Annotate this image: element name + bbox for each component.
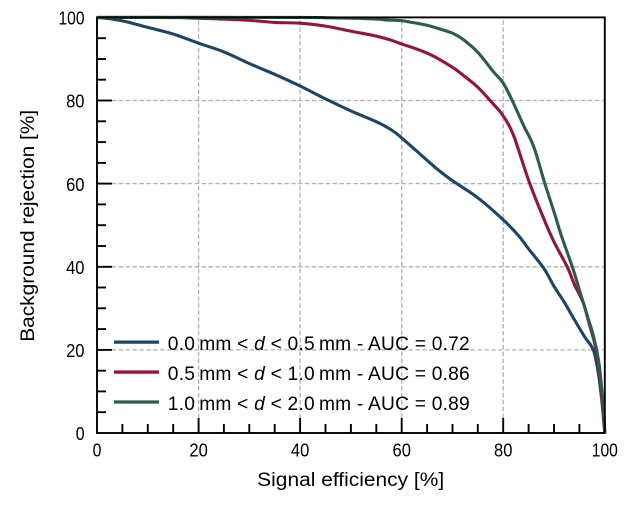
svg-text:40: 40 [66, 257, 84, 278]
svg-text:0.0 mm < d < 0.5 mm - AUC = 0.: 0.0 mm < d < 0.5 mm - AUC = 0.72 [168, 334, 470, 355]
svg-text:40: 40 [291, 440, 309, 461]
svg-text:Background rejection [%]: Background rejection [%] [18, 110, 39, 342]
svg-text:80: 80 [66, 91, 84, 112]
svg-text:100: 100 [59, 8, 85, 29]
svg-text:1.0 mm < d < 2.0 mm - AUC = 0.: 1.0 mm < d < 2.0 mm - AUC = 0.89 [168, 394, 470, 415]
svg-text:20: 20 [189, 440, 207, 461]
svg-text:20: 20 [66, 340, 84, 361]
svg-text:60: 60 [66, 174, 84, 195]
svg-text:100: 100 [592, 440, 618, 461]
svg-text:0: 0 [76, 423, 85, 444]
svg-text:Signal efficiency [%]: Signal efficiency [%] [257, 470, 444, 491]
svg-text:80: 80 [494, 440, 512, 461]
svg-text:0: 0 [93, 440, 102, 461]
svg-text:0.5 mm < d < 1.0 mm - AUC = 0.: 0.5 mm < d < 1.0 mm - AUC = 0.86 [168, 364, 470, 385]
svg-text:60: 60 [393, 440, 411, 461]
